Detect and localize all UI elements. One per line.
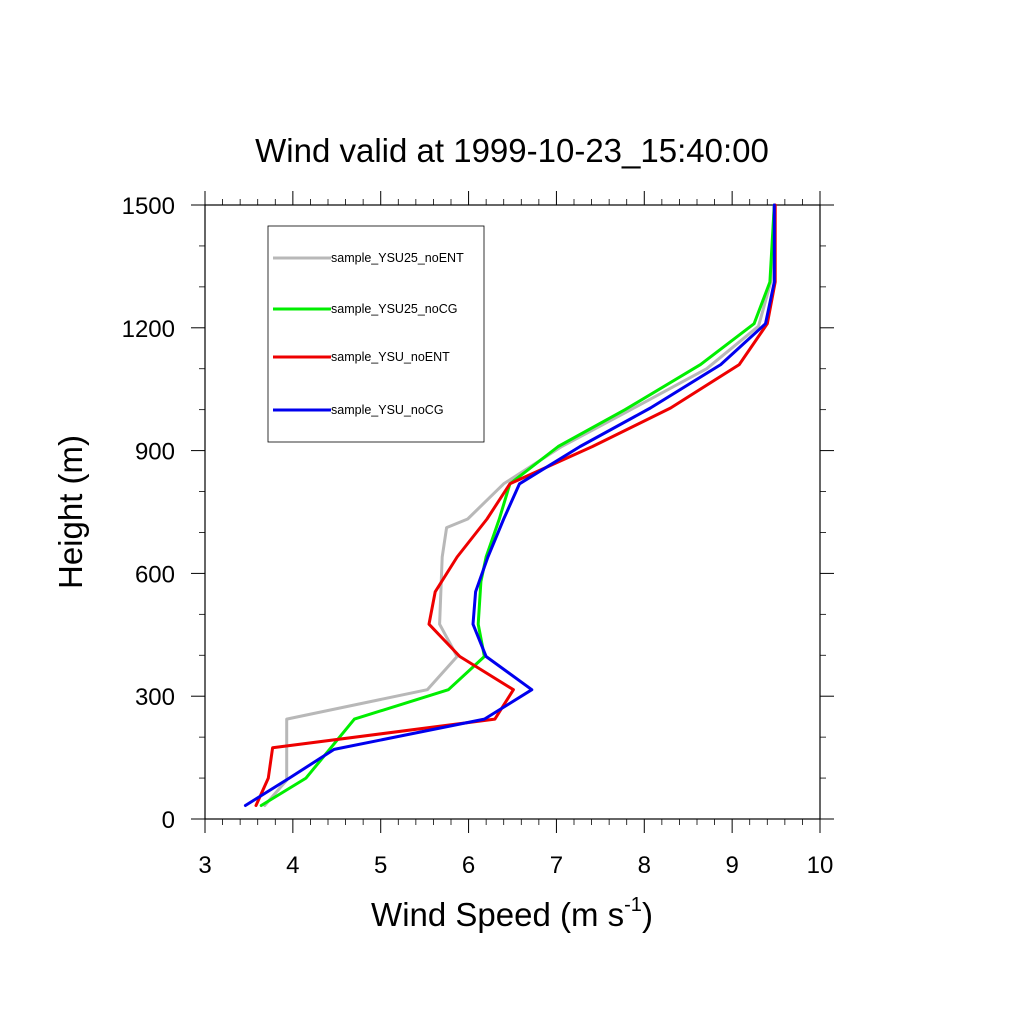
series-line-0 [263,203,776,807]
y-tick-label: 0 [162,807,175,834]
legend: sample_YSU25_noENT sample_YSU25_noCGsampl… [267,225,485,443]
x-axis-label: Wind Speed (m s-1) [371,894,653,933]
series-line-2 [254,203,777,807]
x-tick-label: 3 [198,852,211,879]
x-tick-label: 7 [550,852,563,879]
y-axis-label: Height (m) [52,435,89,589]
x-axis-label-suffix: ) [642,896,653,933]
plot-border [204,204,821,820]
y-tick-label: 1500 [122,193,175,220]
legend-box [267,225,485,443]
legend-label-2: sample_YSU_noENT [331,350,450,364]
chart-title: Wind valid at 1999-10-23_15:40:00 [255,132,769,169]
legend-label-3: sample_YSU_noCG [331,403,444,417]
x-tick-label: 5 [374,852,387,879]
legend-label-0: sample_YSU25_noENT [331,251,464,265]
plot-frame [204,204,821,820]
x-tick-label: 10 [807,852,834,879]
legend-label-1: sample_YSU25_noCG [331,302,457,316]
x-tick-label: 9 [725,852,738,879]
tick-layer: 3 4 5 6 7 8 9 10 0 300 600 900 1200 1500 [122,191,834,879]
x-tick-label: 6 [462,852,475,879]
x-axis-label-main: Wind Speed (m s [371,896,624,933]
series-layer [243,203,777,807]
series-line-3 [243,203,776,807]
x-tick-label: 4 [286,852,299,879]
y-tick-label: 900 [135,439,175,466]
x-tick-label: 8 [638,852,651,879]
y-tick-label: 600 [135,561,175,588]
x-axis-label-superscript: -1 [624,894,642,916]
y-tick-label: 1200 [122,316,175,343]
series-line-1 [259,203,776,807]
y-tick-label: 300 [135,684,175,711]
